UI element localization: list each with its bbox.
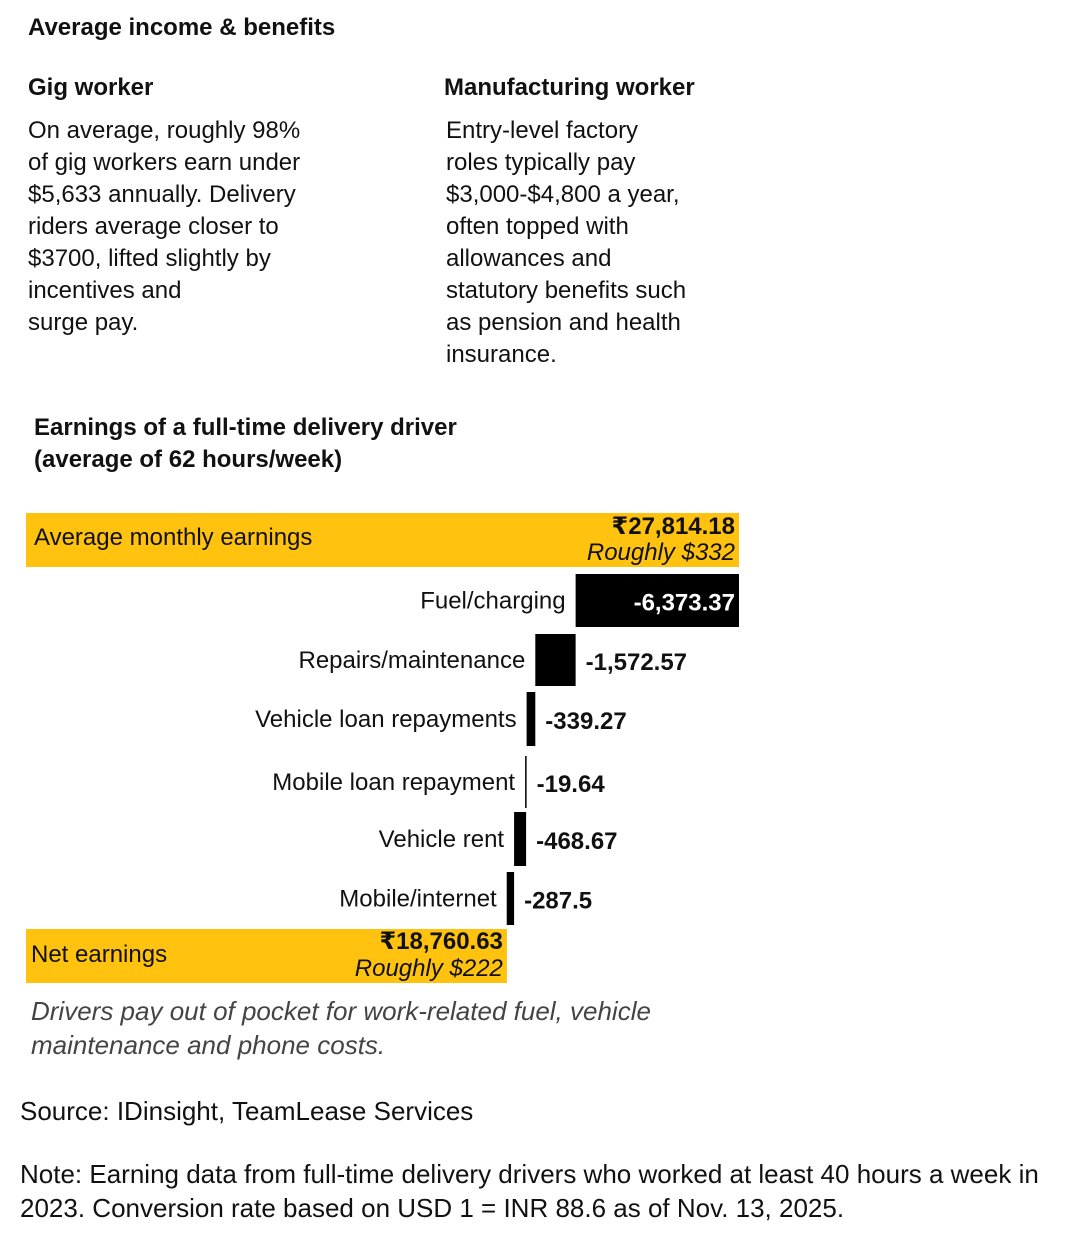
bar-step-value-6: -287.5: [524, 888, 592, 915]
footnote: Note: Earning data from full-time delive…: [20, 1159, 1039, 1223]
bar-step-1: [575, 574, 739, 627]
bar-step-6: [506, 872, 515, 925]
bar-step-label-2: Repairs/maintenance: [299, 647, 526, 674]
source-line: Source: IDinsight, TeamLease Services: [20, 1096, 474, 1126]
bar-step-2: [535, 634, 576, 686]
bar-step-value-2: -1,572.57: [586, 649, 687, 676]
bar-step-label-5: Vehicle rent: [379, 826, 505, 853]
section-title: Average income & benefits: [28, 14, 336, 41]
bar-step-label-6: Mobile/internet: [339, 886, 497, 913]
bar-step-value-4: -19.64: [537, 771, 606, 798]
manufacturing-worker-text: Entry-level factory roles typically pay …: [446, 117, 687, 368]
bar-start-usd: Roughly $332: [587, 539, 735, 566]
bar-end-label: Net earnings: [31, 941, 167, 968]
bar-end-usd: Roughly $222: [355, 955, 503, 982]
bar-step-label-3: Vehicle loan repayments: [255, 706, 517, 733]
bar-step-value-3: -339.27: [545, 708, 626, 735]
gig-worker-text: On average, roughly 98% of gig workers e…: [28, 117, 301, 336]
manufacturing-worker-heading: Manufacturing worker: [444, 74, 695, 101]
bar-step-3: [526, 692, 536, 746]
bar-step-label-4: Mobile loan repayment: [272, 769, 515, 796]
bar-step-5: [514, 812, 527, 866]
bar-step-value-5: -468.67: [536, 828, 617, 855]
chart-note: Drivers pay out of pocket for work-relat…: [31, 996, 651, 1060]
bar-start-label: Average monthly earnings: [34, 524, 312, 551]
bar-step-label-1: Fuel/charging: [420, 588, 565, 615]
bar-step-4: [525, 756, 527, 808]
bar-end-value: ₹18,760.63: [379, 928, 502, 955]
gig-worker-heading: Gig worker: [28, 74, 154, 101]
bar-step-value-1: -6,373.37: [634, 590, 735, 617]
chart-title: Earnings of a full-time delivery driver …: [34, 414, 457, 473]
bar-start-value: ₹27,814.18: [612, 513, 735, 540]
bar-end-total: [26, 929, 507, 983]
bar-start-total: [26, 513, 739, 567]
